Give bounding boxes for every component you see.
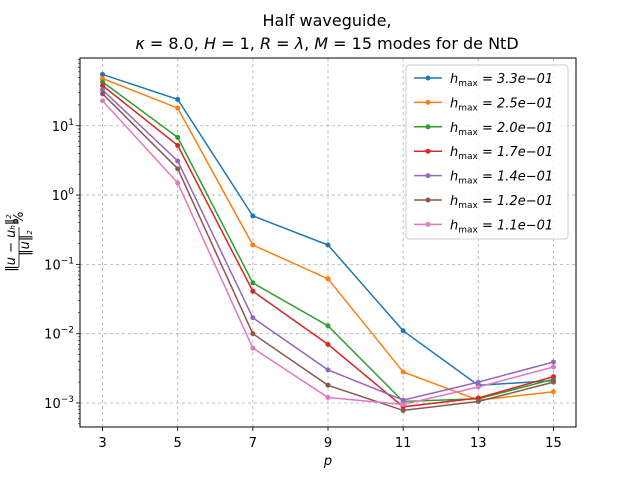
series-group: [100, 71, 556, 413]
y-tick-label: 10−2: [44, 326, 74, 343]
legend-entry: hmax = 1.1e−01: [450, 218, 553, 235]
data-point: [250, 288, 256, 294]
legend-entry: hmax = 3.3e−01: [450, 72, 553, 89]
legend-marker: [425, 148, 431, 154]
data-point: [175, 158, 181, 164]
data-point: [175, 134, 181, 140]
data-point: [475, 395, 481, 401]
data-point: [400, 397, 406, 403]
legend-marker: [425, 221, 431, 227]
x-tick-label: 11: [395, 436, 412, 451]
svg-text:%: %: [12, 212, 27, 224]
data-point: [325, 394, 331, 400]
legend-marker: [425, 75, 431, 81]
data-point: [325, 276, 331, 282]
data-point: [550, 374, 556, 380]
data-point: [250, 345, 256, 351]
data-point: [175, 96, 181, 102]
data-point: [550, 389, 556, 395]
data-point: [325, 382, 331, 388]
legend-marker: [425, 99, 431, 105]
data-point: [400, 407, 406, 413]
svg-text:‖u‖2: ‖u‖2: [18, 230, 34, 256]
x-ticks: 3 5 7 9 11 13 15: [98, 427, 562, 451]
x-tick-label: 15: [545, 436, 562, 451]
data-point: [100, 87, 106, 93]
data-point: [100, 83, 106, 89]
data-point: [100, 91, 106, 97]
data-point: [175, 166, 181, 172]
legend-entry: hmax = 1.2e−01: [450, 194, 553, 211]
y-tick-label: 10−1: [44, 256, 74, 273]
data-point: [250, 213, 256, 219]
data-point: [250, 280, 256, 286]
chart-title-line2: κ = 8.0, H = 1, R = λ, M = 15 modes for …: [135, 34, 518, 53]
y-tick-label: 101: [52, 118, 74, 135]
data-point: [550, 379, 556, 385]
data-point: [250, 242, 256, 248]
x-tick-label: 13: [470, 436, 487, 451]
x-tick-label: 5: [174, 436, 182, 451]
y-tick-label: 10−3: [44, 395, 74, 412]
data-point: [175, 105, 181, 111]
data-point: [400, 402, 406, 408]
data-point: [475, 379, 481, 385]
legend-entry: hmax = 1.4e−01: [450, 170, 553, 187]
x-tick-label: 3: [98, 436, 106, 451]
legend-marker: [425, 197, 431, 203]
data-point: [250, 331, 256, 337]
data-point: [325, 323, 331, 329]
y-axis-label: ‖u − uh‖2 ‖u‖2 %: [4, 212, 34, 272]
data-point: [550, 364, 556, 370]
x-tick-label: 9: [324, 436, 332, 451]
data-point: [400, 328, 406, 334]
data-point: [175, 142, 181, 148]
legend-box: [405, 64, 569, 240]
data-point: [325, 242, 331, 248]
data-point: [175, 180, 181, 186]
data-point: [325, 367, 331, 373]
legend-marker: [425, 173, 431, 179]
y-ticks: 10−3 10−2 10−1 100 101: [44, 59, 80, 425]
legend: hmax = 3.3e−01 hmax = 2.5e−01 hmax = 2.0e−…: [405, 64, 569, 240]
y-tick-label: 100: [52, 187, 75, 204]
data-point: [400, 369, 406, 375]
x-axis-label: p: [323, 454, 332, 469]
data-point: [250, 315, 256, 321]
data-point: [100, 79, 106, 85]
x-tick-label: 7: [249, 436, 257, 451]
data-point: [475, 398, 481, 404]
legend-entry: hmax = 1.7e−01: [450, 145, 553, 162]
chart-title-line1: Half waveguide,: [262, 11, 391, 30]
data-point: [325, 341, 331, 347]
data-point: [100, 71, 106, 77]
data-point: [550, 359, 556, 365]
data-point: [100, 98, 106, 104]
legend-marker: [425, 124, 431, 130]
data-point: [475, 384, 481, 390]
legend-entry: hmax = 2.0e−01: [450, 121, 553, 138]
legend-entry: hmax = 2.5e−01: [450, 96, 553, 113]
